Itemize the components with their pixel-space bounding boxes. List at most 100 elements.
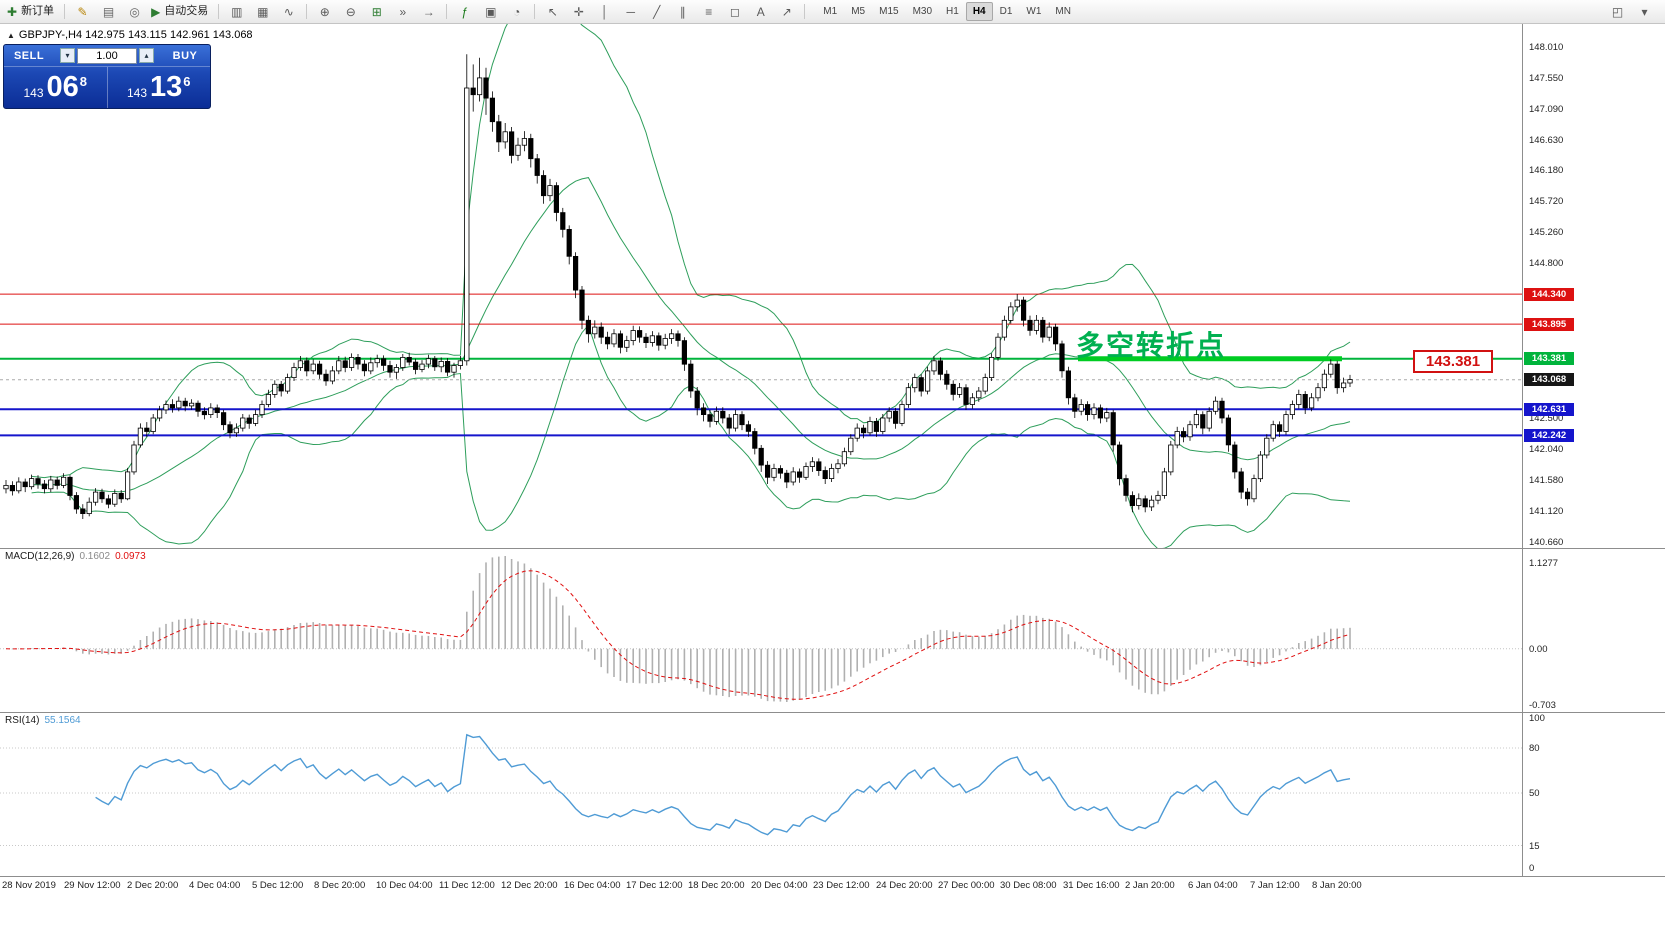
macd-chart-svg[interactable] [0,548,1522,712]
chart-bars-button[interactable]: ▥ [224,2,249,21]
time-axis-separator [0,876,1665,877]
new-order-button[interactable]: ✚ 新订单 [4,2,59,21]
price-tick: 141.580 [1529,475,1564,486]
zoom-out-button[interactable]: ⊖ [338,2,363,21]
template-icon: ▣ [485,4,497,19]
one-click-trade-widget: SELL ▾ 1.00 ▴ BUY 143 06 8 143 13 6 [3,44,211,109]
window-tile-button[interactable]: ◰ [1605,2,1630,21]
fibonacci-icon: ≡ [705,4,713,19]
compass-icon: ◎ [129,4,140,19]
timeframe-d1[interactable]: D1 [999,6,1013,17]
fibonacci-button[interactable]: ≡ [696,2,721,21]
toolbar-separator [534,4,536,19]
bollinger-bands [31,24,1351,548]
cursor-button[interactable]: ↖ [540,2,565,21]
symbol-header: ▲ GBPJPY-,H4 142.975 143.115 142.961 143… [7,29,253,41]
price-tick: 147.550 [1529,73,1564,84]
date-label: 7 Jan 12:00 [1250,880,1300,891]
pane-splitter-rsi[interactable] [0,712,1665,713]
time-axis[interactable]: 28 Nov 2019 29 Nov 12:00 2 Dec 20:00 4 Dec … [0,877,1522,898]
quotes-icon: ▤ [102,4,115,19]
new-order-icon: ✚ [7,4,18,19]
chart-line-button[interactable]: ∿ [276,2,301,21]
indicators-button[interactable]: ƒ [452,2,477,21]
sell-button[interactable]: 143 06 8 [4,67,108,108]
buy-price-prefix: 143 [126,85,148,100]
date-label: 8 Jan 20:00 [1312,880,1362,891]
volume-input[interactable]: 1.00 [77,47,137,64]
toolbar-separator [218,4,220,19]
rsi-chart-svg[interactable] [0,712,1522,876]
channel-button[interactable]: ∥ [670,2,695,21]
current-price-tag: 143.068 [1524,373,1574,386]
macd-value-2: 0.0973 [115,551,146,562]
metaeditor-button[interactable]: ✎ [70,2,95,21]
rsi-axis-value: 0 [1529,863,1535,874]
timeframe-m30[interactable]: M30 [912,6,933,17]
arrows-button[interactable]: ↗ [774,2,799,21]
buy-button[interactable]: 143 13 6 [108,67,211,108]
bar-chart-icon: ▥ [231,4,243,19]
price-callout-label[interactable]: 143.381 [1413,350,1493,373]
date-label: 2 Dec 20:00 [127,880,179,891]
vertical-line-icon: │ [601,4,609,19]
toolbar-separator [804,4,806,19]
crosshair-icon: ✛ [573,4,584,19]
price-tick: 147.090 [1529,104,1564,115]
macd-axis-value: 1.1277 [1529,558,1559,569]
chart-candles-button[interactable]: ▦ [250,2,275,21]
volume-up-button[interactable]: ▴ [139,48,154,63]
chart-shift-button[interactable]: → [416,2,441,21]
sell-price-sup: 8 [79,73,88,89]
window-menu-button[interactable]: ▾ [1632,2,1657,21]
rsi-value: 55.1564 [44,715,81,726]
timeframe-m1[interactable]: M1 [823,6,838,17]
horizontal-line-icon: ─ [626,4,636,19]
macd-name: MACD(12,26,9) [5,551,75,562]
main-toolbar: ✚ 新订单 ✎ ▤ ◎ ▶ 自动交易 ▥ ▦ ∿ ⊕ ⊖ ⊞» → ƒ ▣ ◔ ↖ ✛ │ ─ ╱ ∥ ≡ ◻ A ↗ M1 M5 M1… [0,0,1665,24]
date-label: 16 Dec 04:00 [564,880,621,891]
buy-label: BUY [172,49,198,62]
zoom-in-button[interactable]: ⊕ [312,2,337,21]
bollinger-upper-line [31,24,1351,479]
auto-trading-button[interactable]: ▶ 自动交易 [148,2,213,21]
date-label: 31 Dec 16:00 [1063,880,1120,891]
toolbar-left: ✚ 新订单 ✎ ▤ ◎ ▶ 自动交易 ▥ ▦ ∿ ⊕ ⊖ ⊞ » → ƒ ▣ ◔ ↖ ✛ │ ─ ╱ ∥ ≡ ◻ A ↗ [4,2,809,21]
collapse-one-click-icon[interactable]: ▲ [7,30,15,40]
macd-axis-value: 0.00 [1529,644,1548,655]
timeframe-m15[interactable]: M15 [879,6,899,17]
macd-signal-line [5,570,1351,700]
rsi-axis-value: 50 [1529,788,1540,799]
timeframe-w1[interactable]: W1 [1026,6,1042,17]
text-button[interactable]: A [748,2,773,21]
toolbar-separator [446,4,448,19]
timeframe-h4[interactable]: H4 [965,2,993,21]
sell-price-big: 06 [46,71,79,103]
vertical-line-button[interactable]: │ [592,2,617,21]
navigator-button[interactable]: ◎ [122,2,147,21]
pane-splitter-macd[interactable] [0,548,1665,549]
market-watch-button[interactable]: ▤ [96,2,121,21]
periods-button[interactable]: ◔ [504,2,529,21]
timeframe-group: M1 M5 M15 M30 H1 H4 D1 W1 MN [816,2,1078,21]
toolbar-separator [306,4,308,19]
text-icon: A [756,4,765,19]
timeframe-mn[interactable]: MN [1055,6,1071,17]
timeframe-h1[interactable]: H1 [946,6,959,17]
date-label: 29 Nov 12:00 [64,880,121,891]
macd-value-1: 0.1602 [79,551,111,562]
toolbar-separator [64,4,66,19]
price-chart-svg[interactable] [0,24,1522,548]
price-axis[interactable]: 148.010 147.550 147.090 146.630 146.180 145.7… [1522,24,1665,876]
shapes-button[interactable]: ◻ [722,2,747,21]
buy-price-big: 13 [150,71,183,103]
crosshair-button[interactable]: ✛ [566,2,591,21]
clock-icon: ◔ [513,4,521,19]
horizontal-line-button[interactable]: ─ [618,2,643,21]
timeframe-m5[interactable]: M5 [851,6,866,17]
auto-scroll-button[interactable]: » [390,2,415,21]
trendline-button[interactable]: ╱ [644,2,669,21]
templates-button[interactable]: ▣ [478,2,503,21]
volume-down-button[interactable]: ▾ [60,48,75,63]
tile-windows-button[interactable]: ⊞ [364,2,389,21]
